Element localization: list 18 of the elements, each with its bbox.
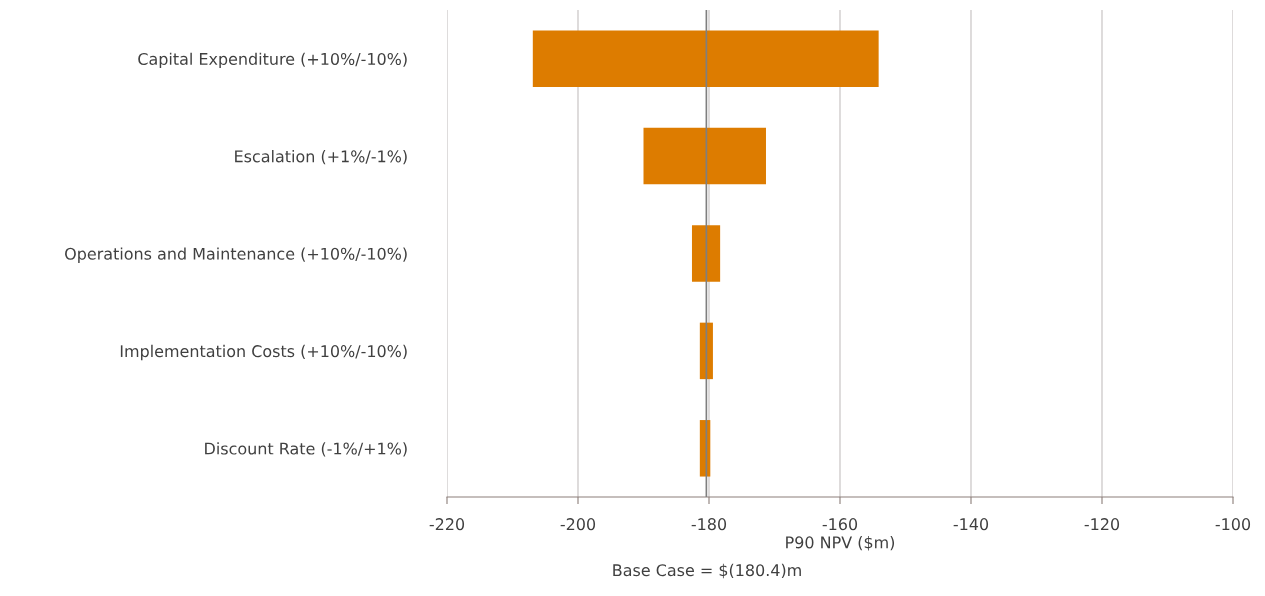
x-tick-label: -160 [822,518,858,531]
bar [532,30,879,87]
bar [691,225,721,282]
bar [643,127,766,185]
bar [699,322,713,380]
x-tick-label: -120 [1084,518,1120,531]
text: Base Case = $(180.4)m [613,563,801,579]
x-tick-label: -200 [560,518,596,531]
y-tick-label: Discount Rate (-1%/+1%) [205,442,407,457]
x-tick-label: -100 [1215,518,1251,531]
x-axis-title: P90 NPV ($m) [786,536,895,551]
x-tick-label: -180 [691,518,727,531]
y-tick-label: Capital Expenditure (+10%/-10%) [138,52,407,69]
x-tick-label: -140 [953,518,989,531]
y-tick-label: Implementation Costs (+10%/-10%) [120,344,407,361]
x-tick-label: -220 [429,518,465,531]
y-tick-label: Operations and Maintenance (+10%/-10%) [65,247,407,263]
y-tick-label: Escalation (+1%/-1%) [235,150,407,165]
